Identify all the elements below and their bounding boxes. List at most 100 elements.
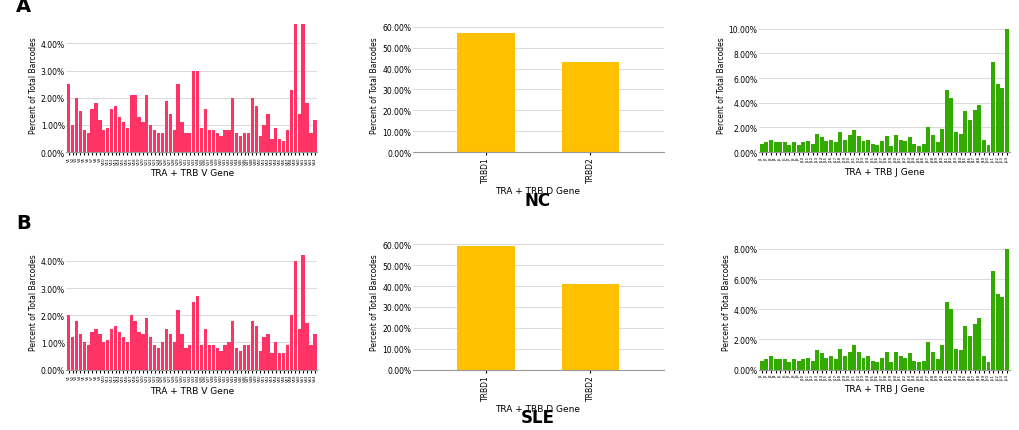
Bar bbox=[133, 321, 137, 370]
Bar bbox=[912, 144, 915, 153]
Bar bbox=[83, 343, 86, 370]
Bar bbox=[976, 106, 980, 153]
Bar bbox=[305, 324, 309, 370]
Bar bbox=[208, 131, 211, 153]
Bar bbox=[145, 318, 149, 370]
Bar bbox=[777, 143, 782, 153]
Bar bbox=[114, 107, 117, 153]
Bar bbox=[125, 129, 128, 153]
Bar bbox=[243, 345, 246, 370]
Bar bbox=[125, 343, 128, 370]
Bar bbox=[157, 134, 160, 153]
Bar bbox=[168, 115, 172, 153]
Bar bbox=[865, 356, 869, 370]
Bar bbox=[102, 343, 105, 370]
Bar bbox=[768, 141, 772, 153]
Bar bbox=[305, 104, 309, 153]
Bar bbox=[215, 134, 219, 153]
Bar bbox=[274, 343, 277, 370]
Bar bbox=[91, 332, 94, 370]
Bar bbox=[289, 316, 292, 370]
Bar bbox=[898, 356, 902, 370]
Bar bbox=[925, 128, 929, 153]
Text: B: B bbox=[16, 214, 31, 233]
Bar bbox=[157, 348, 160, 370]
Bar bbox=[796, 361, 800, 370]
Bar bbox=[211, 131, 215, 153]
Bar bbox=[293, 261, 297, 370]
Bar bbox=[874, 145, 878, 153]
Bar bbox=[98, 120, 102, 153]
Bar bbox=[200, 129, 203, 153]
Bar bbox=[74, 98, 78, 153]
Bar bbox=[842, 141, 846, 153]
X-axis label: TRA + TRB V Gene: TRA + TRB V Gene bbox=[150, 386, 233, 395]
Bar bbox=[110, 329, 113, 370]
Bar bbox=[266, 335, 269, 370]
Bar bbox=[958, 134, 962, 153]
Bar bbox=[967, 337, 971, 370]
Bar bbox=[810, 361, 814, 370]
Bar bbox=[133, 96, 137, 153]
Bar bbox=[972, 325, 975, 370]
Bar bbox=[916, 147, 920, 153]
Bar bbox=[149, 337, 152, 370]
Bar bbox=[833, 359, 837, 370]
Bar bbox=[940, 129, 944, 153]
Bar bbox=[805, 142, 809, 153]
X-axis label: TRA + TRB V Gene: TRA + TRB V Gene bbox=[150, 169, 233, 178]
Bar bbox=[823, 142, 827, 153]
Bar bbox=[852, 346, 855, 370]
Y-axis label: Percent of Total Barcodes: Percent of Total Barcodes bbox=[370, 37, 379, 133]
Bar bbox=[949, 98, 953, 153]
Bar bbox=[828, 356, 833, 370]
Bar bbox=[98, 335, 102, 370]
Bar bbox=[187, 134, 192, 153]
Bar bbox=[801, 359, 804, 370]
Bar bbox=[274, 129, 277, 153]
Bar bbox=[768, 356, 772, 370]
Bar bbox=[204, 109, 207, 153]
Bar bbox=[870, 144, 874, 153]
Bar bbox=[787, 362, 791, 370]
Bar bbox=[787, 145, 791, 153]
Bar bbox=[172, 131, 175, 153]
Bar bbox=[828, 141, 833, 153]
Bar bbox=[995, 85, 999, 153]
Bar bbox=[759, 144, 763, 153]
Bar bbox=[772, 359, 776, 370]
Bar bbox=[893, 352, 897, 370]
Bar bbox=[208, 345, 211, 370]
Y-axis label: Percent of Total Barcodes: Percent of Total Barcodes bbox=[29, 254, 38, 350]
Bar bbox=[67, 316, 70, 370]
Bar bbox=[149, 126, 152, 153]
Bar bbox=[211, 345, 215, 370]
Bar bbox=[782, 359, 786, 370]
Bar bbox=[457, 34, 514, 153]
Bar bbox=[184, 134, 187, 153]
Bar bbox=[223, 345, 226, 370]
Bar bbox=[270, 353, 273, 370]
Bar bbox=[302, 256, 305, 370]
Bar bbox=[879, 358, 883, 370]
Bar bbox=[940, 346, 944, 370]
Bar bbox=[187, 345, 192, 370]
Bar bbox=[874, 362, 878, 370]
Bar bbox=[1000, 298, 1004, 370]
Y-axis label: Percent of Total Barcodes: Percent of Total Barcodes bbox=[716, 37, 726, 133]
Bar bbox=[814, 350, 818, 370]
Bar bbox=[883, 137, 888, 153]
Bar bbox=[934, 143, 938, 153]
Bar bbox=[78, 335, 82, 370]
Bar bbox=[856, 137, 860, 153]
Bar bbox=[219, 351, 222, 370]
Bar bbox=[238, 351, 243, 370]
Bar bbox=[285, 131, 289, 153]
Bar bbox=[145, 96, 149, 153]
Bar bbox=[912, 361, 915, 370]
Bar bbox=[801, 143, 804, 153]
Bar bbox=[907, 353, 911, 370]
Bar bbox=[121, 123, 125, 153]
Bar bbox=[814, 134, 818, 153]
Bar bbox=[782, 143, 786, 153]
